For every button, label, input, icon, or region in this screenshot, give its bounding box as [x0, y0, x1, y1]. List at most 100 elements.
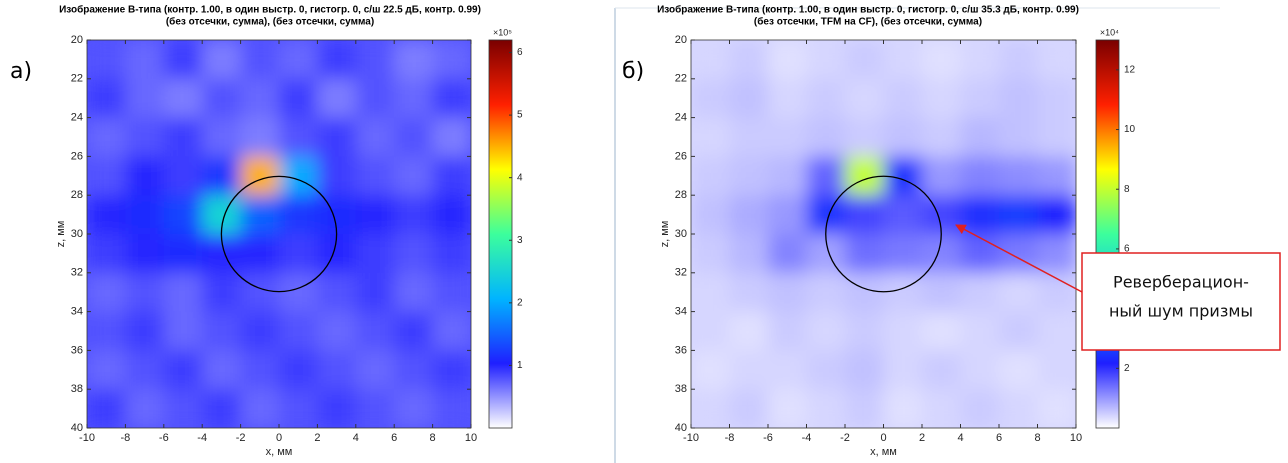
- x-tick-label: -8: [725, 432, 735, 444]
- callout-text: Реверберацион-: [1113, 273, 1249, 292]
- heat-cell: [845, 117, 884, 157]
- heat-cell: [1037, 311, 1076, 351]
- y-tick-label: 24: [675, 112, 687, 124]
- heat-cell: [883, 272, 923, 313]
- heat-cell: [960, 234, 1000, 274]
- y-tick-label: 38: [675, 383, 687, 395]
- heat-cell: [806, 272, 846, 313]
- heat-cell: [768, 311, 807, 351]
- heat-cell: [355, 40, 395, 80]
- heat-cell: [883, 311, 923, 351]
- heat-cell: [845, 40, 884, 80]
- heat-cell: [394, 272, 434, 313]
- heat-cell: [729, 156, 769, 196]
- heat-cell: [432, 117, 471, 157]
- defect-circle: [825, 175, 942, 293]
- colorbar: [1095, 39, 1120, 429]
- heat-cell: [960, 195, 1000, 235]
- heat-cell: [87, 78, 126, 119]
- heat-cell: [922, 117, 961, 157]
- heat-cell: [691, 195, 730, 235]
- heat-cell: [883, 40, 923, 80]
- heat-cell: [999, 272, 1038, 313]
- heat-cell: [317, 389, 357, 428]
- heat-cell: [691, 350, 730, 390]
- colorbar-tick-label: 6: [517, 47, 523, 58]
- heat-cell: [394, 195, 434, 235]
- x-tick-label: -4: [802, 432, 812, 444]
- heat-cell: [883, 78, 923, 119]
- callout-box: [1081, 252, 1281, 351]
- heat-cell: [240, 350, 280, 390]
- heat-cell: [355, 272, 395, 313]
- heat-cell: [394, 389, 434, 428]
- heat-cell: [87, 350, 126, 390]
- y-tick-label: 32: [71, 267, 83, 279]
- x-tick-label: -2: [840, 432, 850, 444]
- heat-cell: [999, 156, 1038, 196]
- heat-cell: [163, 272, 203, 313]
- heat-cell: [922, 78, 961, 119]
- heat-cell: [806, 40, 846, 80]
- heat-cell: [125, 389, 165, 428]
- heat-cell: [806, 78, 846, 119]
- heat-cell: [960, 156, 1000, 196]
- heat-cell: [163, 234, 203, 274]
- y-tick-label: 26: [71, 150, 83, 162]
- heat-cell: [999, 195, 1038, 235]
- heat-cell: [729, 389, 769, 428]
- heat-cell: [883, 195, 923, 235]
- x-tick-label: -4: [197, 432, 207, 444]
- y-tick-label: 34: [675, 306, 687, 318]
- heat-cell: [729, 40, 769, 80]
- heat-cell: [163, 156, 203, 196]
- heat-cell: [202, 311, 242, 351]
- heat-cell: [999, 389, 1038, 428]
- heat-cell: [125, 350, 165, 390]
- heat-cell: [729, 311, 769, 351]
- heat-cell: [202, 389, 242, 428]
- heat-cell: [960, 117, 1000, 157]
- heat-cell: [691, 389, 730, 428]
- x-tick-label: 0: [276, 432, 282, 444]
- heat-cell: [999, 78, 1038, 119]
- heat-cell: [999, 350, 1038, 390]
- y-tick-label: 20: [675, 34, 687, 46]
- heat-cell: [922, 272, 961, 313]
- heat-cell: [87, 234, 126, 274]
- chart-title: (без отсечки, сумма), (без отсечки, сумм…: [166, 16, 374, 28]
- y-tick-label: 22: [675, 73, 687, 85]
- heat-cell: [768, 78, 807, 119]
- heat-cell: [768, 272, 807, 313]
- heat-cell: [845, 311, 884, 351]
- heat-cell: [163, 117, 203, 157]
- y-tick-label: 22: [71, 73, 83, 85]
- heat-cell: [806, 117, 846, 157]
- x-tick-label: 4: [957, 432, 963, 444]
- heat-cell: [394, 117, 434, 157]
- heat-cell: [768, 350, 807, 390]
- heat-cell: [202, 156, 242, 196]
- x-tick-label: 10: [465, 432, 477, 444]
- heat-cell: [355, 389, 395, 428]
- colorbar-tick-label: 4: [517, 172, 523, 183]
- heat-cell: [355, 311, 395, 351]
- y-tick-label: 40: [675, 422, 687, 434]
- x-tick-label: -6: [159, 432, 169, 444]
- heat-cell: [240, 311, 280, 351]
- heat-cell: [355, 195, 395, 235]
- heat-cell: [163, 350, 203, 390]
- heat-cell: [806, 350, 846, 390]
- callout-text: ный шум призмы: [1109, 302, 1253, 321]
- heat-cell: [845, 234, 884, 274]
- heat-cell: [240, 195, 280, 235]
- heat-cell: [922, 40, 961, 80]
- y-tick-label: 38: [71, 383, 83, 395]
- heat-cell: [999, 40, 1038, 80]
- heat-cell: [317, 311, 357, 351]
- x-tick-label: 2: [314, 432, 320, 444]
- plot-area: [691, 40, 1076, 428]
- colorbar-tick-label: 1: [517, 360, 523, 371]
- heat-cell: [999, 117, 1038, 157]
